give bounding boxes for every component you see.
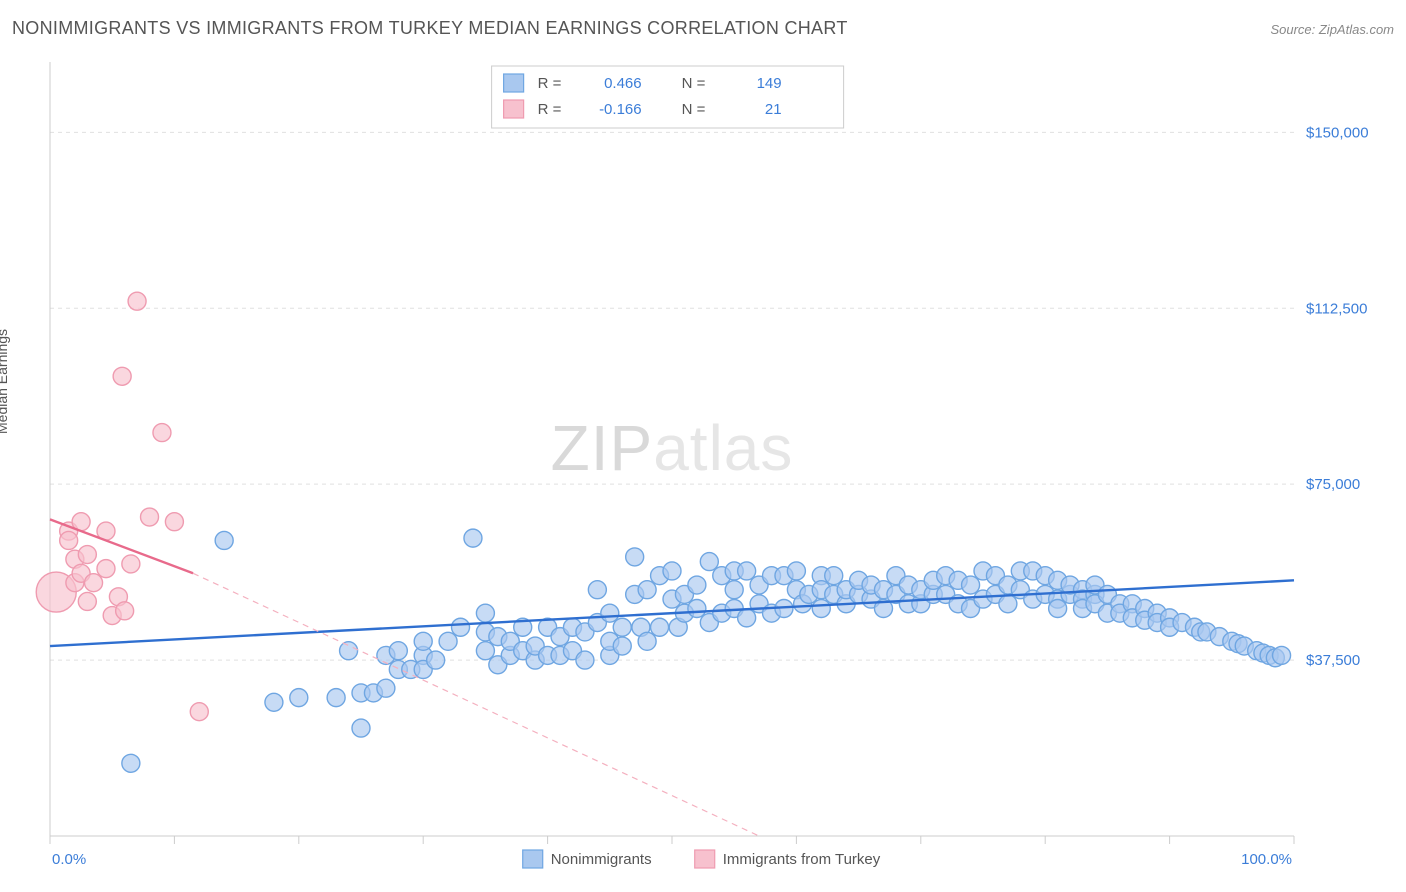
svg-text:R =: R = (538, 75, 562, 92)
svg-text:Immigrants from Turkey: Immigrants from Turkey (723, 851, 881, 868)
svg-text:0.0%: 0.0% (52, 851, 86, 868)
svg-text:149: 149 (757, 75, 782, 92)
svg-text:Nonimmigrants: Nonimmigrants (551, 851, 652, 868)
svg-text:100.0%: 100.0% (1241, 851, 1292, 868)
svg-text:-0.166: -0.166 (599, 101, 642, 118)
svg-text:N =: N = (682, 75, 706, 92)
svg-text:21: 21 (765, 101, 782, 118)
svg-text:$150,000: $150,000 (1306, 124, 1369, 141)
chart-header: NONIMMIGRANTS VS IMMIGRANTS FROM TURKEY … (12, 18, 1394, 39)
chart-title: NONIMMIGRANTS VS IMMIGRANTS FROM TURKEY … (12, 18, 848, 39)
svg-text:R =: R = (538, 101, 562, 118)
svg-text:0.466: 0.466 (604, 75, 642, 92)
svg-text:N =: N = (682, 101, 706, 118)
scatter-chart: ZIPatlas $37,500 $75,000 $112,500 $150,000 0.… (12, 52, 1394, 880)
svg-text:$75,000: $75,000 (1306, 476, 1360, 493)
chart-area: Median Earnings ZIPatlas$37,500$75,000$1… (12, 52, 1394, 880)
y-axis-label: Median Earnings (0, 329, 10, 434)
chart-source: Source: ZipAtlas.com (1270, 22, 1394, 37)
svg-text:$112,500: $112,500 (1306, 300, 1367, 317)
svg-text:$37,500: $37,500 (1306, 652, 1360, 669)
svg-text:ZIPatlas: ZIPatlas (551, 412, 794, 484)
